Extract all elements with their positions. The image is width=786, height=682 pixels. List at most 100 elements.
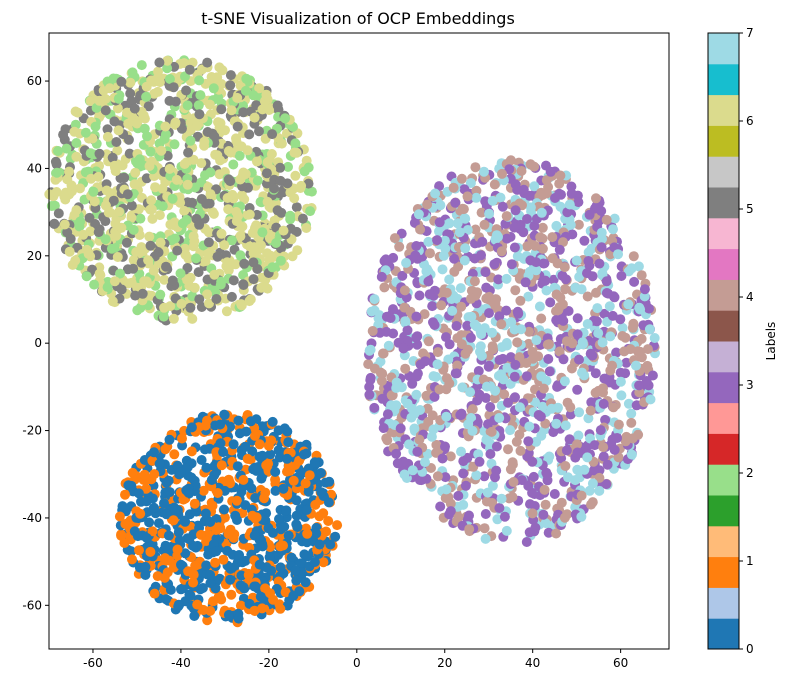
scatter-point (108, 195, 119, 206)
scatter-point (626, 263, 637, 274)
scatter-point (205, 569, 216, 580)
colorbar-tick-label: 0 (746, 642, 754, 656)
scatter-point (254, 439, 265, 450)
scatter-point (126, 480, 137, 491)
scatter-point (86, 173, 97, 184)
colorbar-segment (708, 33, 739, 65)
scatter-point (268, 594, 279, 605)
scatter-point (161, 594, 171, 605)
scatter-point (263, 458, 274, 469)
scatter-point (213, 117, 223, 128)
scatter-point (164, 95, 175, 106)
scatter-point (141, 91, 152, 102)
colorbar-segment (708, 187, 739, 219)
scatter-point (241, 426, 252, 437)
scatter-point (612, 433, 623, 443)
scatter-point (411, 389, 422, 400)
scatter-point (138, 110, 149, 121)
scatter-point (231, 495, 242, 506)
scatter-point (231, 206, 242, 217)
scatter-point (401, 257, 412, 268)
scatter-point (121, 237, 132, 248)
scatter-point (226, 291, 237, 302)
scatter-point (316, 487, 327, 498)
scatter-point (453, 261, 464, 272)
scatter-point (168, 515, 179, 526)
scatter-point (250, 430, 260, 441)
scatter-point (120, 489, 130, 500)
scatter-point (219, 512, 230, 523)
scatter-point (59, 219, 70, 230)
scatter-point (122, 189, 133, 200)
scatter-point (62, 227, 73, 238)
scatter-point (216, 228, 227, 239)
scatter-point (147, 526, 158, 537)
scatter-point (432, 235, 443, 246)
scatter-point (385, 313, 396, 323)
scatter-point (225, 80, 236, 91)
scatter-point (412, 446, 423, 457)
scatter-point (465, 387, 476, 398)
scatter-point (530, 240, 540, 251)
scatter-point (557, 299, 568, 310)
scatter-point (143, 255, 154, 266)
scatter-point (262, 283, 273, 294)
scatter-point (423, 336, 434, 347)
scatter-point (161, 261, 171, 272)
scatter-point (332, 520, 343, 531)
scatter-points (44, 55, 660, 628)
scatter-point (409, 408, 420, 419)
scatter-point (397, 270, 408, 281)
scatter-point (455, 283, 466, 294)
scatter-point (53, 146, 63, 156)
scatter-point (435, 200, 446, 211)
scatter-point (80, 127, 91, 138)
scatter-point (185, 590, 196, 601)
scatter-point (389, 233, 400, 244)
scatter-point (228, 159, 239, 170)
scatter-point (523, 436, 534, 447)
scatter-point (202, 289, 213, 300)
scatter-point (484, 308, 494, 319)
scatter-point (83, 249, 94, 259)
scatter-point (608, 224, 618, 235)
scatter-point (291, 495, 302, 506)
scatter-point (469, 276, 480, 287)
scatter-point (616, 390, 627, 401)
scatter-point (590, 368, 601, 379)
scatter-point (473, 449, 484, 460)
scatter-point (321, 526, 332, 537)
scatter-point (232, 121, 243, 132)
scatter-point (262, 157, 273, 168)
scatter-point (275, 562, 286, 573)
scatter-point (274, 514, 284, 524)
scatter-point (572, 313, 583, 324)
scatter-point (462, 320, 473, 331)
scatter-point (601, 479, 612, 490)
scatter-point (283, 161, 293, 172)
scatter-point (481, 282, 492, 293)
scatter-point (135, 508, 146, 519)
scatter-point (198, 485, 209, 496)
scatter-point (106, 243, 117, 254)
scatter-point (185, 135, 196, 146)
scatter-point (412, 368, 423, 379)
scatter-point (412, 331, 423, 342)
scatter-point (226, 589, 237, 600)
scatter-point (542, 475, 553, 486)
scatter-point (617, 331, 628, 341)
scatter-point (186, 472, 197, 483)
scatter-point (501, 340, 512, 351)
scatter-point (208, 83, 219, 94)
colorbar-tick-label: 2 (746, 466, 754, 480)
scatter-point (591, 201, 602, 212)
scatter-point (89, 279, 100, 290)
scatter-point (273, 425, 284, 436)
scatter-point (434, 217, 445, 228)
scatter-point (460, 213, 471, 224)
scatter-point (538, 383, 549, 394)
scatter-point (325, 539, 336, 550)
scatter-point (434, 181, 445, 192)
scatter-point (188, 569, 199, 580)
scatter-point (585, 405, 596, 416)
